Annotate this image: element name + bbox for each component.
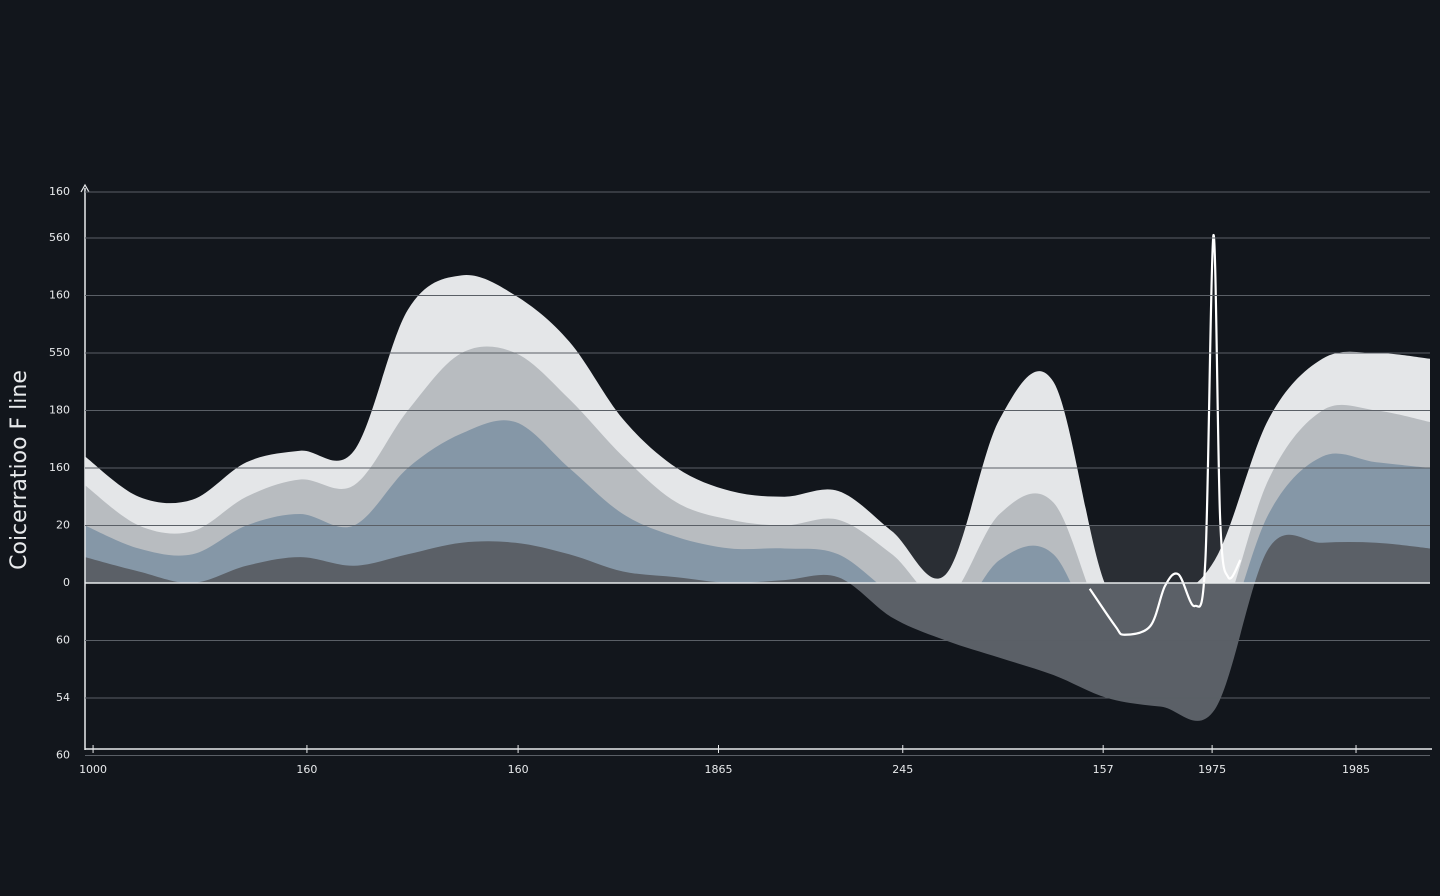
y-axis-title: Coicerratioo F line xyxy=(7,370,32,570)
y-tick-label: 560 xyxy=(49,231,70,244)
x-tick-label: 157 xyxy=(1093,763,1114,776)
y-axis-arrow xyxy=(80,183,90,193)
y-tick-label: 60 xyxy=(56,634,70,647)
y-tick-label: 550 xyxy=(49,346,70,359)
y-tick-label: 0 xyxy=(63,576,70,589)
x-tick-label: 1000 xyxy=(79,763,107,776)
x-tick-label: 1975 xyxy=(1198,763,1226,776)
x-tick-label: 1985 xyxy=(1342,763,1370,776)
x-tick-label: 245 xyxy=(892,763,913,776)
x-tick-label: 160 xyxy=(296,763,317,776)
y-tick-label: 54 xyxy=(56,691,70,704)
area xyxy=(85,534,1430,721)
y-tick-label: 20 xyxy=(56,519,70,532)
y-tick-label: 160 xyxy=(49,289,70,302)
x-tick-label: 1865 xyxy=(704,763,732,776)
y-tick-label: 60 xyxy=(56,749,70,762)
plot xyxy=(85,234,1430,721)
y-tick-label: 160 xyxy=(49,461,70,474)
x-tick-label: 160 xyxy=(508,763,529,776)
line xyxy=(1088,234,1242,636)
y-tick-label: 180 xyxy=(49,404,70,417)
y-tick-label: 160 xyxy=(49,185,70,198)
